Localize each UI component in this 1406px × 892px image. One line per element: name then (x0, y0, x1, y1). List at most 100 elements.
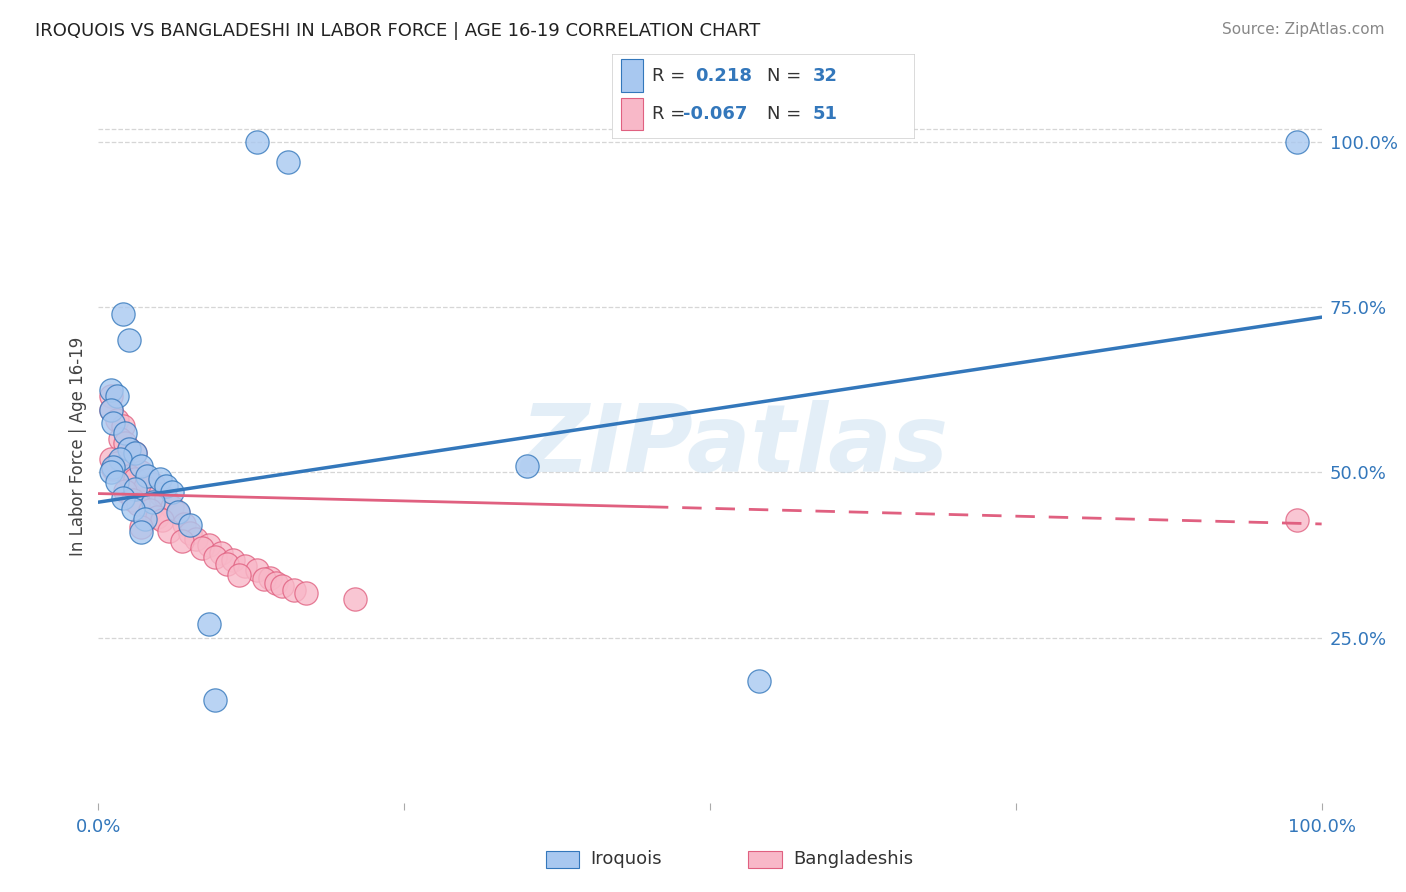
Point (270, 579, 294, 593)
Point (155, 478, 177, 492)
Point (142, 495, 165, 509)
Point (111, 419, 134, 434)
Text: 0.218: 0.218 (695, 67, 752, 85)
Text: IROQUOIS VS BANGLADESHI IN LABOR FORCE | AGE 16-19 CORRELATION CHART: IROQUOIS VS BANGLADESHI IN LABOR FORCE |… (35, 22, 761, 40)
Text: R =: R = (652, 67, 692, 85)
Point (259, 571, 281, 585)
Point (114, 435, 136, 450)
Point (160, 500, 183, 514)
FancyBboxPatch shape (748, 851, 782, 869)
Point (150, 513, 173, 527)
Point (134, 480, 156, 494)
Point (142, 476, 165, 491)
Point (222, 552, 245, 566)
Point (124, 472, 146, 486)
Point (515, 458, 537, 473)
Text: Bangladeshis: Bangladeshis (793, 849, 912, 868)
Point (167, 505, 190, 519)
Text: ZIPatlas: ZIPatlas (520, 400, 949, 492)
Point (136, 468, 159, 483)
Point (246, 135, 269, 149)
Point (277, 154, 299, 169)
Point (344, 592, 367, 607)
Point (149, 472, 172, 486)
Point (101, 460, 124, 475)
Text: Iroquois: Iroquois (591, 849, 662, 868)
Point (100, 466, 122, 480)
Point (186, 532, 208, 546)
Point (121, 501, 143, 516)
Point (129, 466, 152, 480)
FancyBboxPatch shape (620, 60, 644, 92)
Point (283, 582, 305, 597)
Point (246, 563, 269, 577)
Text: N =: N = (768, 104, 807, 123)
Point (124, 482, 146, 496)
Point (179, 526, 201, 541)
Point (129, 524, 152, 539)
Point (118, 442, 141, 457)
Y-axis label: In Labor Force | Age 16-19: In Labor Force | Age 16-19 (69, 336, 87, 556)
Point (124, 445, 146, 459)
FancyBboxPatch shape (620, 97, 644, 130)
Point (197, 617, 219, 632)
Point (295, 585, 318, 599)
Point (105, 475, 128, 490)
Point (100, 402, 122, 417)
Text: R =: R = (652, 104, 692, 123)
Point (124, 445, 146, 459)
Point (191, 541, 214, 556)
Point (134, 511, 156, 525)
Point (264, 576, 287, 591)
Point (105, 389, 128, 403)
Point (228, 567, 250, 582)
Point (100, 389, 122, 403)
Point (111, 458, 134, 473)
Point (111, 307, 134, 321)
Point (129, 519, 152, 533)
Point (252, 573, 274, 587)
Text: Source: ZipAtlas.com: Source: ZipAtlas.com (1222, 22, 1385, 37)
Point (101, 462, 124, 476)
Point (105, 412, 128, 426)
Point (215, 557, 238, 571)
Point (233, 559, 256, 574)
Point (173, 516, 195, 531)
Point (204, 549, 226, 564)
Point (209, 546, 232, 560)
Point (1286, 513, 1309, 527)
Point (157, 524, 180, 538)
Point (179, 518, 201, 533)
Point (129, 458, 152, 473)
Text: 51: 51 (813, 104, 838, 123)
Point (110, 433, 132, 447)
Point (197, 538, 219, 552)
Point (110, 452, 132, 467)
Point (204, 693, 226, 707)
Point (114, 483, 136, 498)
Text: 32: 32 (813, 67, 838, 85)
Point (170, 534, 193, 549)
Point (105, 456, 128, 470)
Point (114, 425, 136, 440)
Point (167, 507, 190, 521)
Point (100, 402, 122, 417)
Point (139, 503, 162, 517)
Point (155, 491, 177, 505)
Point (100, 452, 122, 467)
Point (118, 333, 141, 347)
Point (146, 510, 169, 524)
Point (1286, 135, 1309, 149)
Point (111, 491, 134, 505)
Point (118, 442, 141, 457)
Point (101, 416, 124, 430)
Point (121, 493, 143, 508)
Point (118, 468, 141, 483)
Point (160, 485, 183, 500)
Point (127, 497, 149, 511)
FancyBboxPatch shape (546, 851, 579, 869)
Point (149, 486, 172, 500)
Point (748, 673, 770, 688)
Text: N =: N = (768, 67, 807, 85)
Text: -0.067: -0.067 (683, 104, 747, 123)
